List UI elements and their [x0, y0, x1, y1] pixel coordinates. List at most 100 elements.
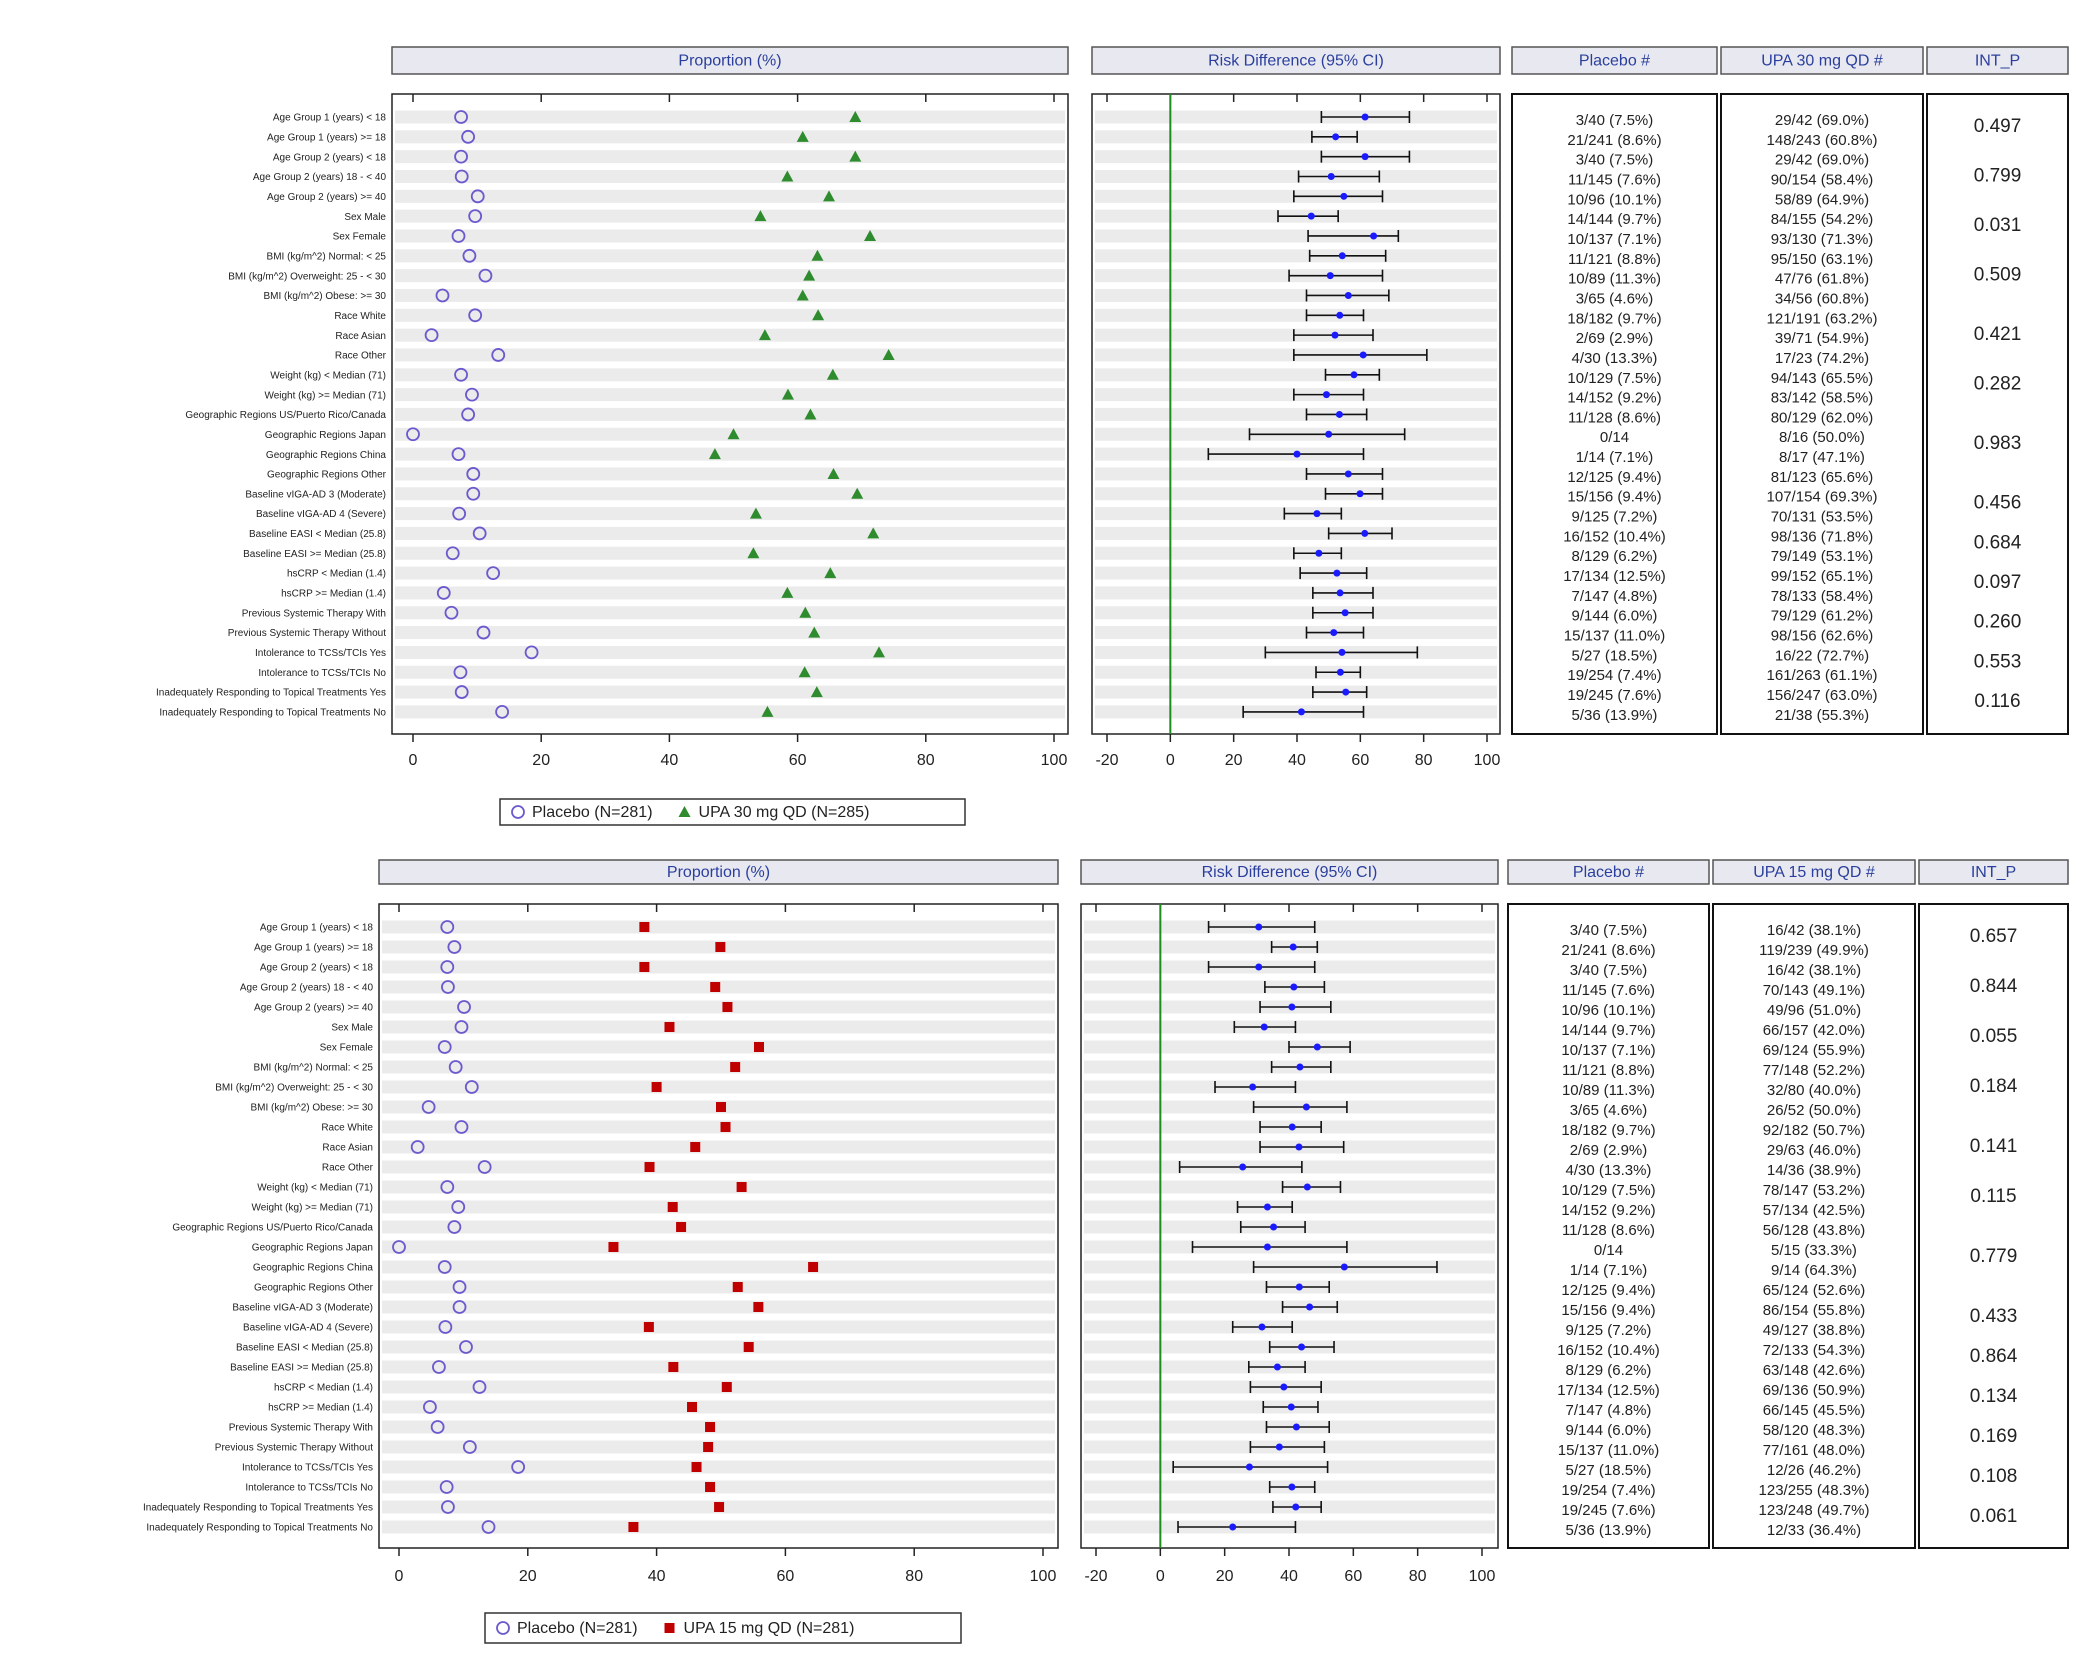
legend-label: UPA 15 mg QD (N=281): [684, 1620, 855, 1637]
proportion-marker: [867, 527, 880, 539]
x-tick-label: 80: [905, 1568, 923, 1585]
risk-estimate: [1292, 1503, 1300, 1511]
proportion-marker: [468, 209, 483, 224]
proportion-marker: [703, 1442, 714, 1452]
category-label: hsCRP >= Median (1.4): [281, 589, 386, 600]
proportion-marker: [851, 487, 864, 499]
category-label: Age Group 1 (years) < 18: [260, 923, 374, 934]
row-band: [395, 665, 1065, 679]
table-cell: 5/27 (18.5%): [1566, 1462, 1652, 1479]
table-cell: 21/38 (55.3%): [1775, 707, 1869, 724]
proportion-marker: [444, 605, 459, 620]
row-band: [382, 1320, 1055, 1334]
table-cell: 49/96 (51.0%): [1767, 1002, 1861, 1019]
int-p-value: 0.983: [1974, 433, 2022, 454]
proportion-marker: [743, 1342, 754, 1352]
proportion-marker: [454, 110, 468, 124]
int-p-value: 0.282: [1974, 374, 2022, 395]
proportion-marker: [664, 1022, 675, 1032]
risk-estimate: [1288, 1003, 1296, 1011]
category-label: Baseline vIGA-AD 4 (Severe): [256, 509, 386, 520]
row-band: [382, 1060, 1055, 1074]
risk-estimate: [1239, 1163, 1247, 1171]
row-band: [1095, 526, 1497, 540]
category-label: BMI (kg/m^2) Normal: < 25: [267, 251, 387, 262]
table-cell: 3/40 (7.5%): [1576, 152, 1654, 169]
x-tick-label: 80: [1409, 1568, 1427, 1585]
proportion-marker: [424, 328, 439, 343]
proportion-marker: [804, 408, 817, 420]
table-cell: 29/42 (69.0%): [1775, 152, 1869, 169]
table-cell: 17/23 (74.2%): [1775, 350, 1869, 367]
risk-estimate: [1303, 1183, 1311, 1191]
risk-estimate: [1326, 272, 1334, 280]
int-p-value: 0.134: [1970, 1386, 2018, 1407]
row-band: [395, 546, 1065, 560]
proportion-marker: [447, 1220, 462, 1234]
table-cell: 14/152 (9.2%): [1567, 390, 1661, 407]
proportion-marker: [705, 1482, 716, 1492]
risk-estimate: [1342, 688, 1350, 696]
category-label: Geographic Regions Japan: [252, 1243, 373, 1254]
legend-label: Placebo (N=281): [517, 1620, 638, 1637]
risk-estimate: [1290, 983, 1298, 991]
table-cell: 16/42 (38.1%): [1767, 962, 1861, 979]
table-cell: 3/40 (7.5%): [1570, 962, 1648, 979]
proportion-marker: [451, 1200, 466, 1214]
category-label: Geographic Regions US/Puerto Rico/Canada: [172, 1223, 373, 1234]
proportion-marker: [457, 1000, 471, 1014]
row-band: [395, 189, 1065, 203]
category-label: Previous Systemic Therapy Without: [215, 1443, 373, 1454]
table-cell: 15/137 (11.0%): [1558, 1442, 1659, 1459]
proportion-marker: [468, 308, 483, 323]
row-band: [1095, 308, 1497, 322]
table-cell: 34/56 (60.8%): [1775, 290, 1869, 307]
row-band: [382, 1200, 1055, 1214]
x-tick-label: 40: [1288, 752, 1306, 769]
row-band: [1095, 467, 1497, 481]
row-band: [382, 1260, 1055, 1274]
proportion-header-box: [391, 46, 1069, 75]
row-band: [1095, 229, 1497, 243]
table-cell: 56/128 (43.8%): [1763, 1222, 1866, 1239]
table-cell: 119/239 (49.9%): [1759, 942, 1869, 959]
proportion-marker: [823, 190, 836, 202]
x-tick-label: 20: [1225, 752, 1243, 769]
table-cell: 79/129 (61.2%): [1771, 608, 1874, 625]
table-cell: 3/65 (4.6%): [1576, 290, 1654, 307]
x-tick-label: 20: [532, 752, 550, 769]
row-band: [395, 249, 1065, 263]
row-band: [395, 229, 1065, 243]
proportion-marker: [687, 1402, 698, 1412]
proportion-marker: [472, 526, 487, 541]
int-p-value: 0.684: [1974, 532, 2022, 553]
proportion-marker: [476, 625, 491, 640]
table-header-box: [1507, 859, 1710, 885]
row-band: [382, 1520, 1055, 1534]
proportion-marker: [477, 1160, 492, 1174]
proportion-marker: [639, 962, 650, 972]
table-cell: 26/52 (50.0%): [1767, 1102, 1861, 1119]
row-band: [395, 427, 1065, 441]
row-band: [395, 467, 1065, 481]
table-header: INT_P: [1971, 864, 2016, 881]
table-cell: 63/148 (42.6%): [1763, 1362, 1866, 1379]
proportion-marker: [470, 189, 485, 204]
category-label: Geographic Regions US/Puerto Rico/Canada: [185, 410, 386, 421]
table-cell: 123/248 (49.7%): [1759, 1502, 1870, 1519]
proportion-marker: [827, 467, 840, 479]
category-label: Intolerance to TCSs/TCIs Yes: [255, 648, 386, 659]
risk-estimate: [1350, 371, 1358, 379]
proportion-marker: [826, 368, 839, 380]
table-cell: 19/245 (7.6%): [1567, 687, 1661, 704]
proportion-marker: [736, 1182, 747, 1192]
proportion-marker: [732, 1282, 743, 1292]
proportion-marker: [441, 1500, 455, 1514]
table-header: UPA 15 mg QD #: [1753, 864, 1875, 881]
category-label: Baseline vIGA-AD 4 (Severe): [243, 1323, 373, 1334]
table-cell: 5/15 (33.3%): [1771, 1242, 1857, 1259]
proportion-marker: [810, 686, 823, 698]
table-cell: 14/144 (9.7%): [1561, 1022, 1655, 1039]
proportion-marker: [440, 960, 455, 974]
int-p-value: 0.433: [1970, 1306, 2018, 1327]
